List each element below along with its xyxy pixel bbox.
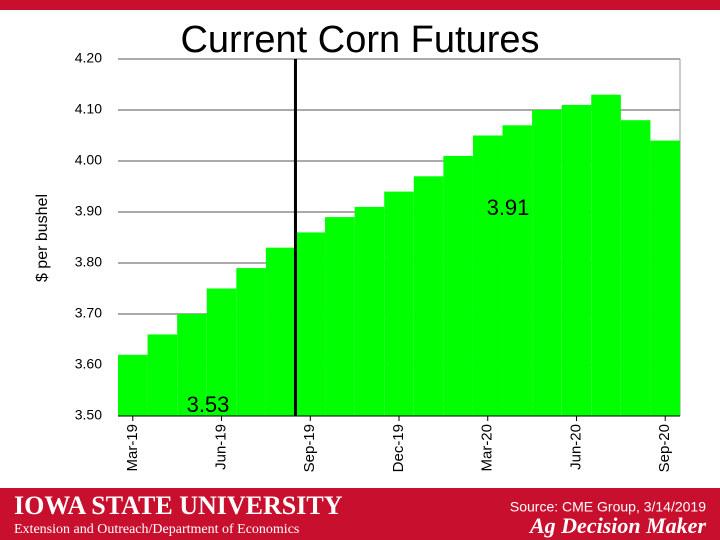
x-tick-label: Jun-19 bbox=[212, 424, 229, 470]
bar bbox=[561, 104, 592, 417]
x-tick-label: Sep-19 bbox=[301, 424, 318, 472]
bar bbox=[354, 206, 385, 416]
x-tick-label: Dec-19 bbox=[390, 424, 407, 472]
university: IOWA STATE UNIVERSITY bbox=[14, 491, 343, 520]
x-tick-label: Jun-20 bbox=[567, 424, 584, 470]
bar bbox=[325, 217, 355, 416]
x-tick-label: Sep-20 bbox=[656, 424, 673, 472]
bar bbox=[265, 247, 296, 416]
bar bbox=[236, 268, 266, 416]
bar bbox=[147, 334, 178, 416]
bar bbox=[413, 176, 444, 416]
plot: 3.50 3.60 3.70 3.80 3.90 4.00 4.10 4.20 Mar-19 Ju… bbox=[75, 50, 681, 472]
bar bbox=[650, 140, 680, 416]
bar bbox=[620, 120, 651, 416]
y-tick-label: 4.20 bbox=[75, 50, 102, 66]
annotation: 3.91 bbox=[487, 195, 530, 220]
bar bbox=[443, 155, 473, 416]
department: Extension and Outreach/Department of Eco… bbox=[14, 522, 299, 537]
footer-band bbox=[0, 488, 720, 540]
y-tick-label: 4.00 bbox=[75, 152, 102, 168]
y-tick-label: 4.10 bbox=[75, 101, 102, 117]
bar bbox=[177, 314, 207, 416]
chart-title: Current Corn Futures bbox=[180, 19, 539, 61]
brand: Ag Decision Maker bbox=[528, 513, 706, 538]
y-tick-label: 3.70 bbox=[75, 305, 102, 321]
annotation: 3.53 bbox=[187, 392, 230, 417]
bar bbox=[472, 135, 503, 416]
y-axis-label: $ per bushel bbox=[34, 194, 51, 282]
x-tick-label: Mar-20 bbox=[479, 424, 496, 472]
bar bbox=[532, 110, 562, 416]
bar bbox=[206, 288, 237, 416]
bar bbox=[502, 125, 533, 417]
bar bbox=[118, 354, 148, 416]
source: Source: CME Group, 3/14/2019 bbox=[510, 499, 706, 515]
bar bbox=[591, 94, 621, 416]
y-tick-label: 3.60 bbox=[75, 356, 102, 372]
y-tick-label: 3.50 bbox=[75, 407, 102, 423]
bar bbox=[384, 191, 414, 416]
y-tick-label: 3.80 bbox=[75, 254, 102, 270]
top-band bbox=[0, 0, 720, 10]
bar bbox=[295, 232, 326, 416]
y-tick-label: 3.90 bbox=[75, 203, 102, 219]
x-tick-label: Mar-19 bbox=[124, 424, 141, 472]
